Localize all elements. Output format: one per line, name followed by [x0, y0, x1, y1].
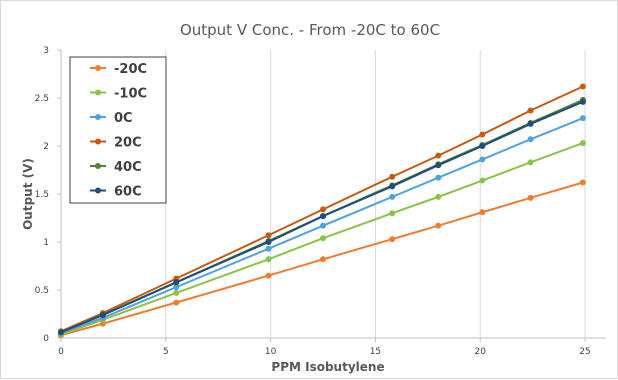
x-tick-label: 25	[579, 347, 590, 357]
data-point	[527, 194, 534, 201]
data-point	[320, 213, 327, 220]
series-lines	[58, 83, 586, 339]
data-point	[173, 299, 180, 306]
data-point	[389, 193, 396, 200]
y-tick-label: 2.5	[35, 94, 49, 104]
legend-item: -20C	[90, 62, 147, 77]
legend-label: 20C	[114, 136, 142, 151]
legend-label: -20C	[114, 62, 147, 77]
legend-swatch-marker	[95, 163, 101, 169]
data-point	[389, 183, 396, 190]
data-point	[99, 311, 106, 318]
legend-item: 0C	[90, 111, 133, 126]
series-line	[60, 181, 584, 337]
series-line	[60, 142, 584, 336]
data-point	[527, 136, 534, 143]
x-axis-title: PPM Isobutylene	[271, 360, 384, 374]
y-axis-title: Output (V)	[21, 158, 35, 230]
data-point	[527, 107, 534, 114]
data-point	[58, 329, 64, 336]
x-tick-label: 15	[370, 347, 381, 357]
y-tick-label: 2	[43, 142, 49, 152]
legend-label: -10C	[114, 87, 147, 102]
legend-item: 40C	[90, 160, 142, 175]
series-line	[60, 85, 584, 333]
data-point	[527, 120, 534, 127]
y-tick-label: 0.5	[35, 286, 49, 296]
legend: -20C -10C 0C 20C 40C 60C	[69, 56, 167, 204]
legend-swatch-marker	[95, 138, 101, 145]
data-point	[389, 173, 396, 180]
x-tick-label: 0	[58, 347, 64, 357]
data-point	[579, 115, 586, 122]
chart-title: Output V Conc. - From -20C to 60C	[180, 21, 440, 39]
data-point	[435, 152, 442, 159]
data-point	[479, 177, 486, 184]
data-point	[320, 222, 327, 229]
data-point	[173, 284, 180, 291]
data-point	[389, 236, 396, 243]
data-point	[265, 232, 272, 239]
y-tick-label: 0	[43, 334, 49, 344]
data-point	[579, 179, 586, 186]
data-point	[320, 235, 327, 242]
data-point	[479, 143, 486, 149]
legend-item: 60C	[90, 185, 142, 200]
legend-swatch-marker	[95, 187, 101, 194]
legend-item: -10C	[90, 87, 147, 102]
data-point	[265, 272, 272, 279]
legend-swatch-marker	[95, 89, 101, 96]
data-point	[265, 239, 272, 245]
data-point	[579, 98, 586, 105]
data-point	[479, 131, 486, 138]
legend-label: 0C	[114, 111, 133, 126]
legend-swatch-marker	[95, 114, 101, 120]
data-point	[527, 159, 534, 166]
data-point	[173, 289, 180, 296]
axes: 0 0.5 1 1.5 2 2.5 3 0 5 10 15 20 25	[35, 46, 606, 357]
legend-label: 40C	[114, 160, 142, 175]
x-tick-label: 10	[265, 347, 277, 357]
data-point	[579, 83, 586, 90]
data-point	[265, 256, 272, 263]
series-line	[60, 117, 584, 335]
series-60c	[58, 98, 586, 336]
data-point	[435, 162, 442, 169]
data-point	[435, 222, 442, 229]
data-point	[435, 174, 442, 181]
x-tick-label: 5	[163, 347, 169, 357]
data-point	[479, 209, 486, 216]
y-tick-label: 3	[43, 46, 49, 56]
data-point	[320, 256, 327, 263]
data-point	[435, 193, 442, 200]
y-tick-label: 1	[43, 238, 49, 248]
legend-item: 20C	[90, 136, 142, 151]
data-point	[389, 210, 396, 217]
data-point	[479, 156, 486, 163]
legend-box	[69, 56, 167, 204]
data-point	[173, 279, 180, 286]
legend-swatch-marker	[95, 65, 101, 71]
series-line	[60, 100, 584, 334]
x-tick-label: 20	[475, 347, 487, 357]
legend-label: 60C	[114, 185, 142, 200]
y-tick-label: 1.5	[35, 190, 49, 200]
data-point	[320, 206, 327, 213]
data-point	[265, 245, 272, 252]
data-point	[579, 140, 586, 147]
